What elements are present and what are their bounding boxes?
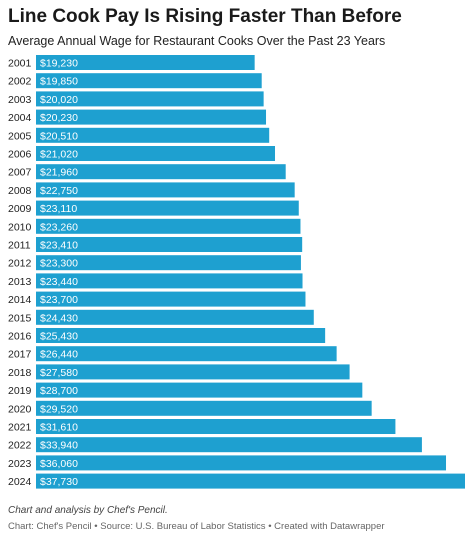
wage-bar: [36, 382, 363, 398]
wage-bar: [36, 109, 267, 125]
bar-value-label: $27,580: [40, 367, 78, 379]
chart-title: Line Cook Pay Is Rising Faster Than Befo…: [8, 6, 402, 27]
bar-value-label: $23,700: [40, 294, 78, 306]
bar-value-label: $25,430: [40, 331, 78, 343]
bar-value-label: $33,940: [40, 440, 78, 452]
year-label: 2019: [8, 385, 32, 397]
year-label: 2006: [8, 149, 32, 161]
bar-value-label: $36,060: [40, 458, 78, 470]
bar-value-label: $21,960: [40, 167, 78, 179]
bar-value-label: $20,510: [40, 130, 78, 142]
wage-bar: [36, 346, 337, 362]
bar-value-label: $23,300: [40, 258, 78, 270]
bar-value-label: $24,430: [40, 312, 78, 324]
wage-bar: [36, 255, 301, 271]
year-label: 2008: [8, 185, 32, 197]
bar-value-label: $28,700: [40, 385, 78, 397]
bar-value-label: $23,440: [40, 276, 78, 288]
bar-value-label: $20,230: [40, 112, 78, 124]
year-label: 2013: [8, 276, 32, 288]
wage-bar: [36, 55, 255, 70]
source-line: Chart: Chef's Pencil • Source: U.S. Bure…: [8, 521, 385, 532]
year-label: 2015: [8, 312, 32, 324]
year-label: 2002: [8, 76, 32, 88]
wage-bar: [36, 91, 264, 107]
year-label: 2023: [8, 458, 32, 470]
wage-bar: [36, 200, 299, 216]
bar-value-label: $23,260: [40, 221, 78, 233]
year-label: 2004: [8, 112, 32, 124]
year-label: 2011: [8, 240, 31, 252]
bar-value-label: $21,020: [40, 149, 78, 161]
bar-value-label: $22,750: [40, 185, 78, 197]
wage-bar: [36, 273, 303, 289]
wage-bar: [36, 127, 270, 143]
source-separator: • Source:: [91, 521, 136, 532]
wage-bar: [36, 328, 326, 343]
year-label: 2007: [8, 167, 32, 179]
wage-bar: [36, 291, 306, 307]
source-organization: U.S. Bureau of Labor Statistics: [135, 521, 266, 532]
year-label: 2005: [8, 130, 32, 142]
wage-bar: [36, 309, 314, 325]
wage-bar: [36, 473, 465, 489]
chart-subtitle: Average Annual Wage for Restaurant Cooks…: [8, 34, 386, 48]
bar-value-label: $37,730: [40, 476, 78, 488]
year-label: 2018: [8, 367, 32, 379]
year-label: 2001: [8, 58, 32, 70]
year-label: 2020: [8, 403, 32, 415]
bar-value-label: $23,410: [40, 240, 78, 252]
bar-value-label: $20,020: [40, 94, 78, 106]
wage-bar: [36, 164, 286, 180]
wage-bar: [36, 237, 303, 252]
wage-bar: [36, 146, 276, 161]
wage-bar: [36, 364, 350, 380]
wage-bar: [36, 455, 447, 471]
year-label: 2003: [8, 94, 32, 106]
year-label: 2022: [8, 440, 32, 452]
wage-bar: [36, 437, 422, 453]
wage-bar: [36, 218, 301, 234]
bar-value-label: $19,230: [40, 58, 78, 70]
year-label: 2009: [8, 203, 32, 215]
source-prefix: Chart:: [8, 521, 37, 532]
wage-bar: [36, 73, 262, 89]
year-label: 2017: [8, 349, 32, 361]
bar-value-label: $26,440: [40, 349, 78, 361]
wage-bar: [36, 419, 396, 434]
created-with: • Created with Datawrapper: [265, 521, 385, 532]
analysis-note: Chart and analysis by Chef's Pencil.: [8, 505, 168, 516]
year-label: 2010: [8, 221, 32, 233]
wage-bar: [36, 182, 295, 198]
year-label: 2014: [8, 294, 32, 306]
wage-bar: [36, 400, 372, 416]
bar-value-label: $19,850: [40, 76, 78, 88]
year-label: 2012: [8, 258, 32, 270]
bar-value-label: $31,610: [40, 422, 78, 434]
bar-chart: 2001 $19,230 2002 $19,850 2003 $20,020 2004 $20…: [8, 55, 465, 489]
source-author: Chef's Pencil: [36, 521, 92, 532]
year-label: 2021: [8, 422, 32, 434]
bar-value-label: $29,520: [40, 403, 78, 415]
bar-value-label: $23,110: [40, 203, 77, 215]
year-label: 2016: [8, 331, 32, 343]
year-label: 2024: [8, 476, 32, 488]
